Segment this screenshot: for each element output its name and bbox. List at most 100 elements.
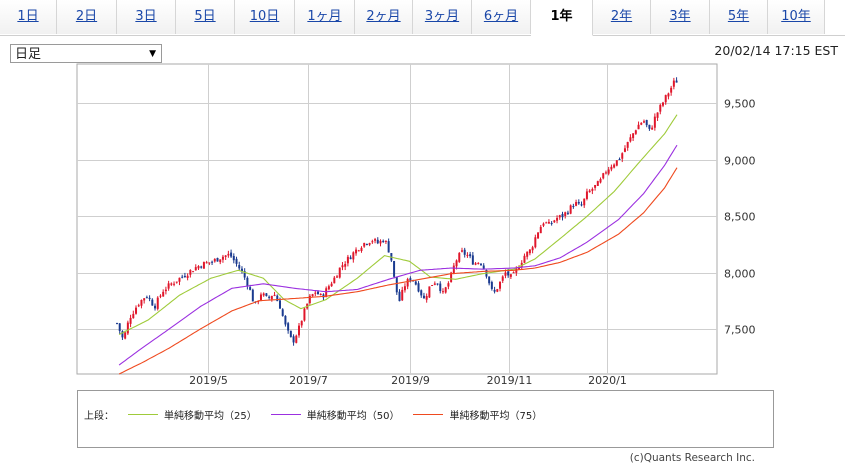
candle-body [651, 127, 654, 130]
candle-body [607, 169, 610, 174]
candle-body [406, 279, 409, 287]
tab-4[interactable]: 10日 [235, 0, 295, 34]
candle-body [455, 260, 458, 267]
candle-body [221, 256, 224, 260]
candle-body [379, 240, 382, 244]
tab-11[interactable]: 3年 [651, 0, 710, 34]
tab-6[interactable]: 2ヶ月 [355, 0, 413, 34]
tab-10[interactable]: 2年 [593, 0, 651, 34]
y-tick-label: 7,500 [724, 324, 756, 337]
candle-body [629, 137, 632, 142]
tab-13[interactable]: 10年 [768, 0, 825, 34]
candle-body [346, 256, 349, 264]
tab-9[interactable]: 1年 [531, 0, 593, 36]
candle-body [634, 130, 637, 134]
candle-body [116, 323, 118, 325]
candle-body [276, 295, 279, 302]
candle-body [173, 283, 176, 285]
candle-body [441, 291, 444, 293]
candle-body [205, 262, 208, 264]
legend-swatch [270, 414, 301, 415]
candle-body [183, 275, 186, 277]
candle-body [243, 271, 246, 278]
candle-body [431, 285, 434, 287]
tab-2[interactable]: 3日 [117, 0, 176, 34]
legend-swatch [128, 414, 158, 415]
candle-body [270, 295, 273, 300]
candle-body [145, 297, 148, 299]
candle-body [531, 247, 534, 251]
candle-body [132, 313, 135, 319]
legend-label: 単純移動平均（75） [449, 411, 543, 422]
ma-line-2 [118, 167, 678, 375]
candle-body [262, 293, 265, 296]
x-tick-label: 2019/9 [391, 374, 430, 387]
candle-body [645, 120, 648, 126]
candle-body [594, 185, 597, 188]
candle-body [458, 253, 461, 262]
candle-body [287, 323, 290, 331]
candle-body [289, 330, 292, 337]
candle-body [365, 243, 368, 245]
candle-body [664, 95, 667, 103]
candle-body [480, 263, 482, 265]
x-tick-label: 2019/11 [487, 374, 533, 387]
candle-body [341, 265, 344, 268]
candle-body [382, 240, 385, 243]
candle-body [447, 283, 450, 287]
candle-body [515, 268, 518, 273]
chevron-down-icon: ▼ [149, 49, 156, 59]
price-chart: 9,500 9,000 8,500 8,000 7,500 2019/5 2019/7 201… [76, 63, 756, 387]
candle-body [336, 276, 339, 278]
tab-5[interactable]: 1ヶ月 [295, 0, 355, 34]
candle-body [349, 257, 352, 260]
candle-body [613, 164, 616, 168]
candle-body [474, 263, 477, 265]
candle-body [124, 332, 127, 339]
candle-body [615, 160, 618, 166]
candle-body [175, 281, 178, 283]
candle-body [259, 294, 262, 300]
candle-interval-select[interactable]: 日足 ▼ [10, 44, 162, 63]
candle-body [232, 255, 235, 261]
candle-body [401, 289, 404, 301]
tab-8[interactable]: 6ヶ月 [472, 0, 531, 34]
candle-body [632, 133, 635, 139]
candle-body [496, 289, 499, 292]
candle-body [545, 222, 548, 224]
candle-body [414, 281, 417, 285]
candle-body [202, 262, 205, 269]
tab-7[interactable]: 3ヶ月 [413, 0, 472, 34]
tab-0[interactable]: 1日 [0, 0, 57, 34]
candle-body [357, 250, 360, 252]
candle-body [278, 300, 281, 309]
candle-body [227, 253, 230, 256]
tab-3[interactable]: 5日 [176, 0, 235, 34]
candle-body [371, 241, 374, 243]
candle-body [621, 153, 624, 159]
candle-body [317, 291, 320, 295]
ma-line-0 [118, 114, 678, 335]
candle-body [352, 252, 355, 260]
candle-body [566, 212, 569, 214]
legend-row: 上段： 単純移動平均（25） 単純移動平均（50） 単純移動平均（75） [84, 407, 542, 422]
candle-body [156, 297, 159, 309]
y-tick-label: 9,500 [724, 98, 756, 111]
candle-body [224, 255, 227, 257]
candle-body [575, 202, 578, 206]
candle-body [121, 331, 124, 338]
candle-body [393, 261, 396, 277]
candle-body [512, 272, 515, 274]
tab-12[interactable]: 5年 [710, 0, 768, 34]
candle-body [338, 267, 341, 278]
candle-body [118, 323, 121, 331]
candle-body [493, 289, 496, 292]
candle-body [460, 250, 463, 252]
candle-body [249, 287, 252, 290]
candle-body [292, 336, 295, 343]
candle-body [178, 277, 181, 282]
candle-body [281, 309, 284, 316]
tab-1[interactable]: 2日 [57, 0, 117, 34]
candle-body [129, 317, 132, 324]
candle-body [463, 249, 466, 255]
